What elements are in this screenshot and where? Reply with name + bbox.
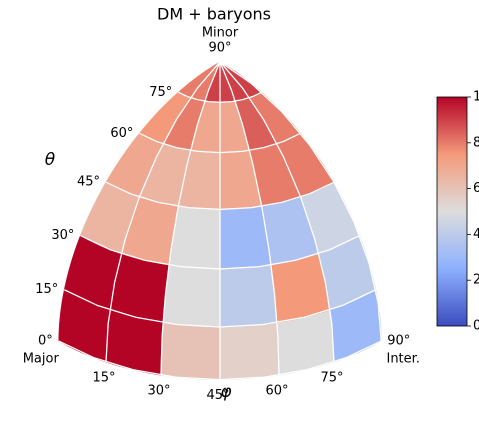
colorbar-tick-label: 2 xyxy=(473,273,479,288)
phi-grid-line xyxy=(160,61,221,376)
origin-label: Major xyxy=(23,352,60,367)
theta-axis-label: θ xyxy=(45,150,56,170)
heat-cell xyxy=(162,264,221,328)
phi-tick-label: 90° xyxy=(387,334,410,349)
colorbar-tick-label: 0 xyxy=(473,319,479,334)
chart-title: DM + baryons xyxy=(157,5,271,24)
phi-grid-line xyxy=(219,61,335,363)
theta-tick-label: 90° xyxy=(208,40,231,55)
pole-label: Minor xyxy=(202,25,239,40)
phi-grid-line xyxy=(105,61,221,363)
phi-tick-label: 15° xyxy=(92,371,115,386)
phi-tick-label: 60° xyxy=(265,384,288,399)
colorbar-tick-label: 6 xyxy=(473,181,479,196)
theta-tick-label: 75° xyxy=(149,85,172,100)
colorbar-tick-label: 1 xyxy=(473,90,479,105)
phi-tick-label: 45° xyxy=(206,388,229,403)
colorbar-tick-label: 4 xyxy=(473,227,479,242)
theta-tick-label: 45° xyxy=(77,175,100,190)
theta-tick-label: 30° xyxy=(51,228,74,243)
heat-cell xyxy=(219,264,278,328)
theta-tick-label: 15° xyxy=(35,282,58,297)
phi-axis-label: φ xyxy=(220,382,232,402)
theta-tick-label: 0° xyxy=(38,334,53,349)
phi-tick-label: 30° xyxy=(147,384,170,399)
end-label: Inter. xyxy=(386,352,419,367)
colorbar-tick-label: 8 xyxy=(473,135,479,150)
phi-tick-label: 75° xyxy=(320,371,343,386)
heat-cell xyxy=(219,322,280,380)
colorbar xyxy=(436,96,468,327)
phi-grid-line xyxy=(219,61,280,376)
heat-cell xyxy=(160,322,221,380)
phi-grid-line xyxy=(219,61,382,342)
theta-tick-label: 60° xyxy=(110,126,133,141)
